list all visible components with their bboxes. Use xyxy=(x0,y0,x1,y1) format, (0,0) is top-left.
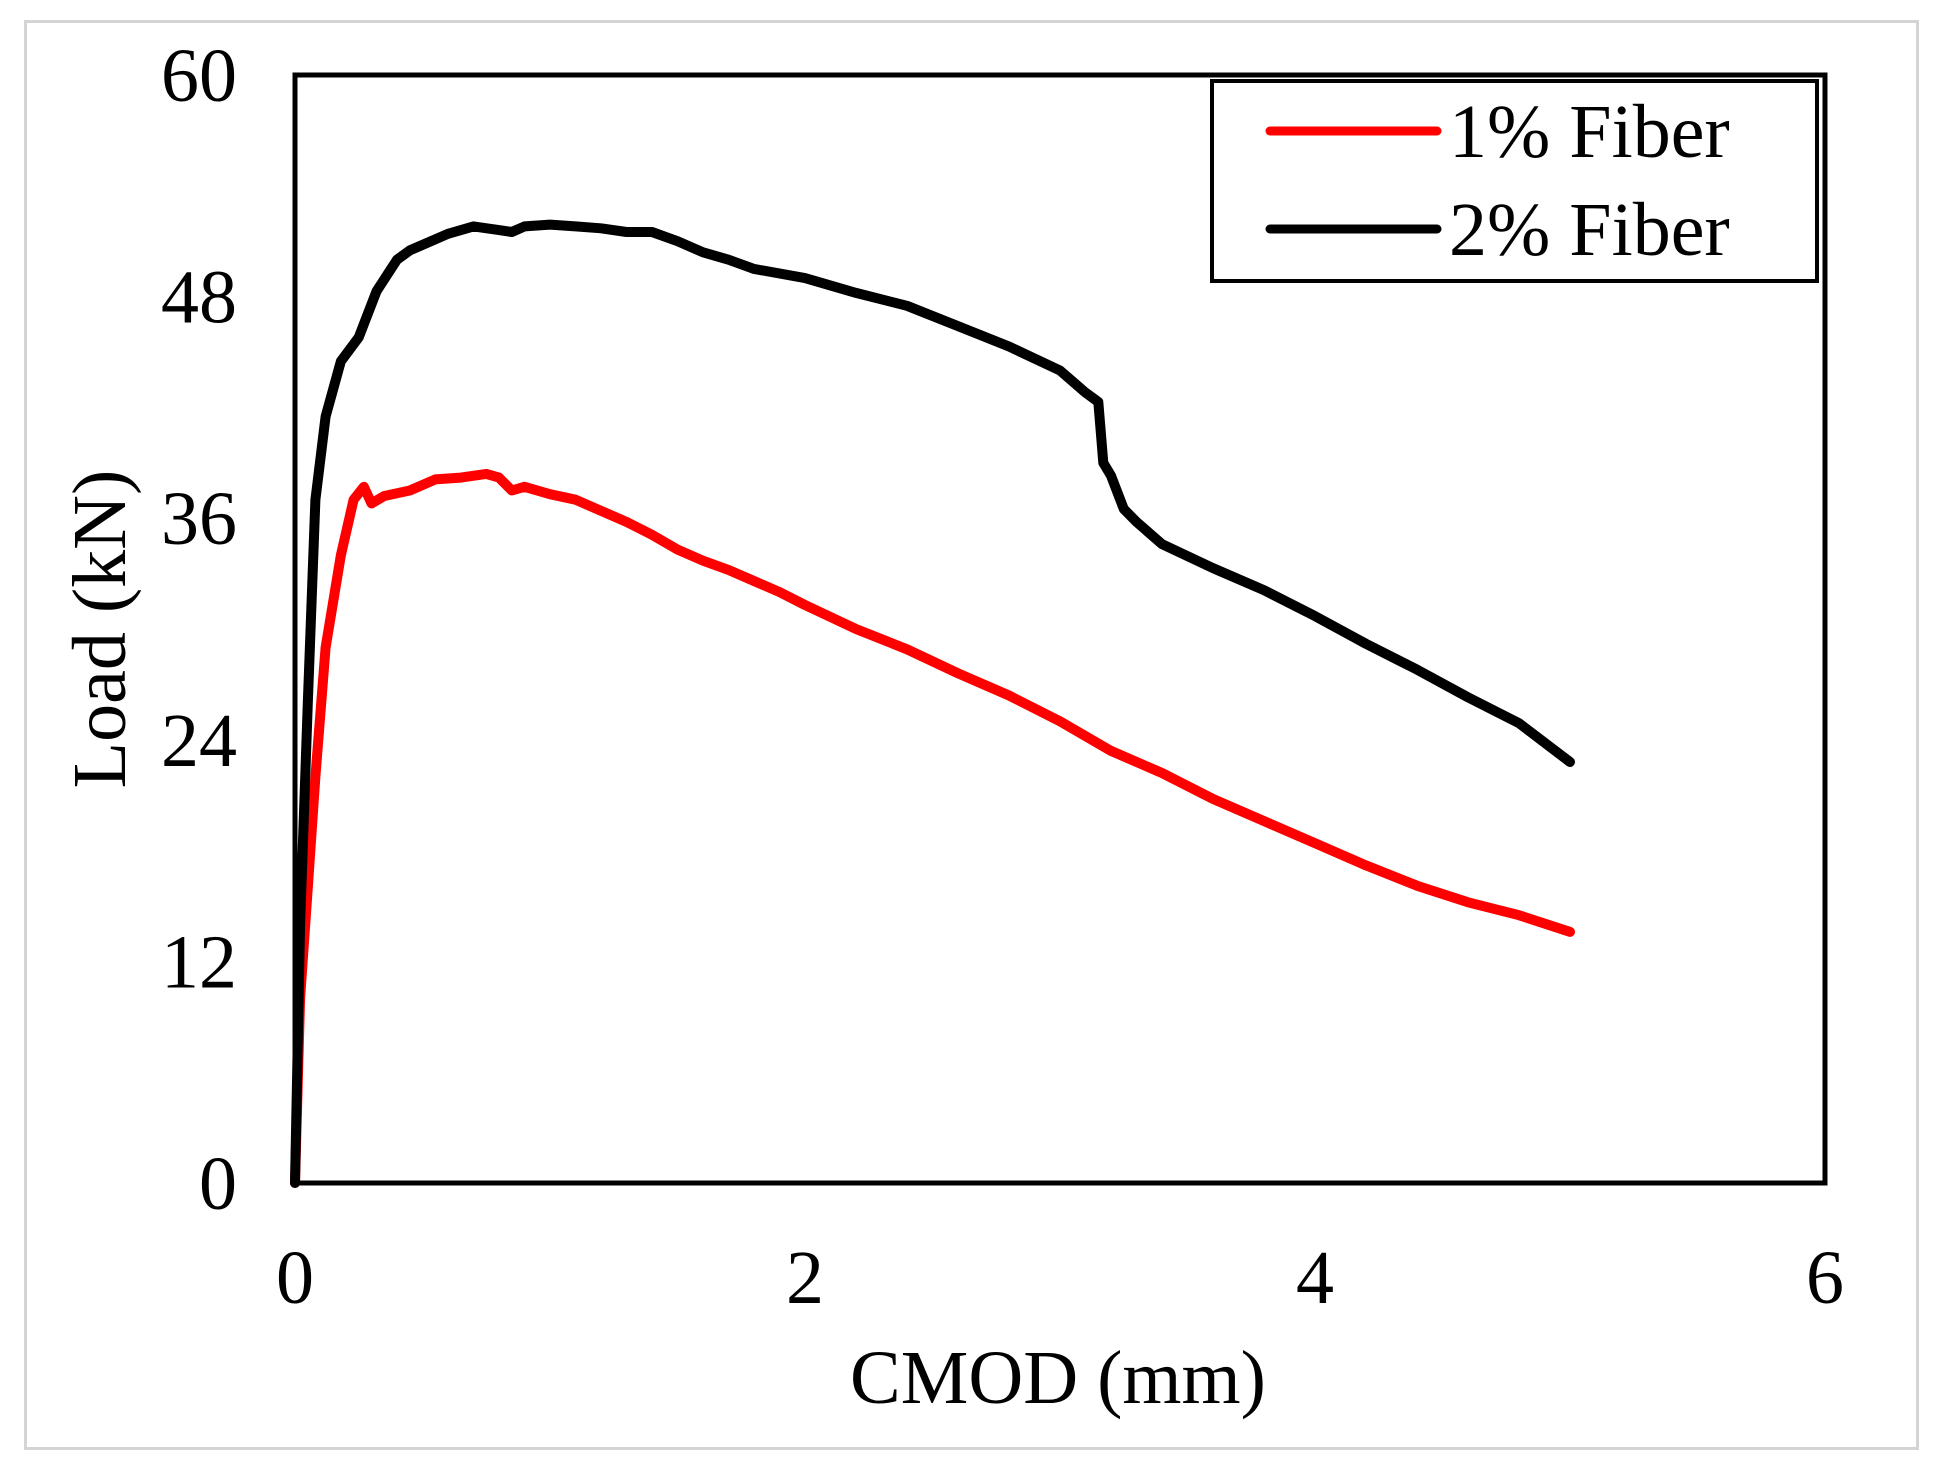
y-tick-label: 36 xyxy=(161,477,237,561)
legend-box xyxy=(1210,79,1819,283)
y-tick-label: 24 xyxy=(161,699,237,783)
y-tick-labels: 0 12 24 36 48 60 xyxy=(161,34,237,1226)
legend-label-2pct: 2% Fiber xyxy=(1449,188,1730,272)
legend: 1% Fiber 2% Fiber xyxy=(1210,79,1819,283)
y-tick-label: 60 xyxy=(161,34,237,118)
x-tick-label: 2 xyxy=(786,1236,824,1320)
x-axis-title: CMOD (mm) xyxy=(850,1336,1266,1420)
series-line-2pct-fiber xyxy=(290,219,1575,1188)
x-tick-label: 6 xyxy=(1806,1236,1844,1320)
x-tick-labels: 0 2 4 6 xyxy=(276,1236,1844,1320)
series-layer xyxy=(290,219,1575,1188)
series-line-1pct-fiber xyxy=(290,468,1575,1188)
y-tick-label: 12 xyxy=(161,920,237,1004)
y-axis-title: Load (kN) xyxy=(58,470,142,789)
plot-area-border xyxy=(292,72,1828,1186)
legend-label-1pct: 1% Fiber xyxy=(1449,90,1730,174)
y-tick-label: 48 xyxy=(161,256,237,340)
x-tick-label: 0 xyxy=(276,1236,314,1320)
x-tick-label: 4 xyxy=(1296,1236,1334,1320)
y-tick-label: 0 xyxy=(199,1142,237,1226)
